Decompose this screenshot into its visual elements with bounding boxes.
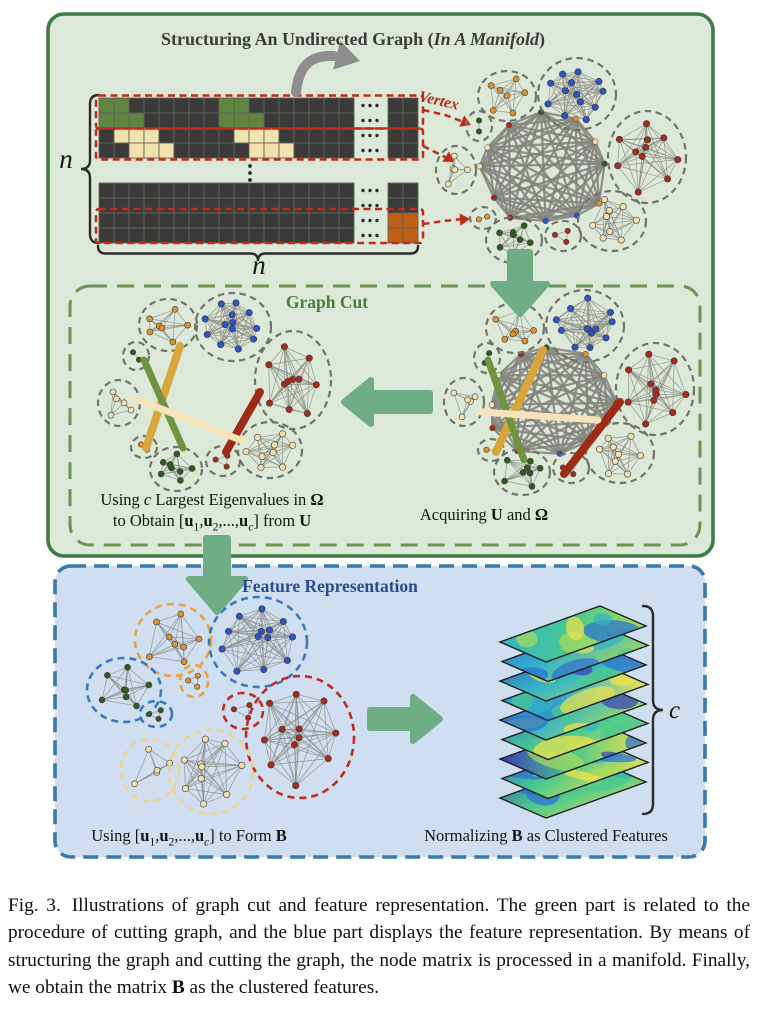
stack-brace bbox=[641, 604, 664, 816]
matrix-n-left-label: n bbox=[59, 144, 73, 174]
cut-graph bbox=[96, 291, 333, 493]
stack-count-label: c bbox=[669, 697, 681, 724]
flow-arrow-down-1 bbox=[490, 249, 550, 317]
structure-graph bbox=[434, 56, 688, 265]
figure-caption: Fig. 3. Illustrations of graph cut and fe… bbox=[8, 895, 750, 999]
feature-left-caption: Using [u1,u2,...,uc] to Form B bbox=[91, 826, 287, 849]
graph-cut-title: Graph Cut bbox=[285, 292, 369, 312]
matrix-highlight-overlay bbox=[94, 94, 471, 245]
curved-arrow bbox=[291, 40, 360, 97]
feature-stack bbox=[498, 605, 650, 819]
matrix-n-bottom-label: n bbox=[252, 250, 266, 280]
graph-cut-left-caption-line1: Using c Largest Eigenvalues in Ω bbox=[100, 490, 324, 509]
graph-cut-left-caption-line2: to Obtain [u1,u2,...,uc] from U bbox=[112, 511, 312, 534]
flow-arrow-left bbox=[341, 377, 433, 427]
feature-graph bbox=[85, 595, 356, 816]
top-panel-title: Structuring An Undirected Graph (In A Ma… bbox=[160, 29, 546, 49]
flow-arrow-down-2 bbox=[186, 535, 248, 615]
graph-cut-panel bbox=[68, 284, 702, 547]
feature-right-caption: Normalizing B as Clustered Features bbox=[424, 826, 668, 845]
precut-graph bbox=[442, 288, 696, 497]
graph-cut-right-caption: Acquiring U and Ω bbox=[419, 505, 549, 524]
matrix-braces bbox=[80, 93, 420, 262]
feature-representation-title: Feature Representation bbox=[242, 576, 418, 596]
flow-arrow-right bbox=[367, 694, 443, 744]
